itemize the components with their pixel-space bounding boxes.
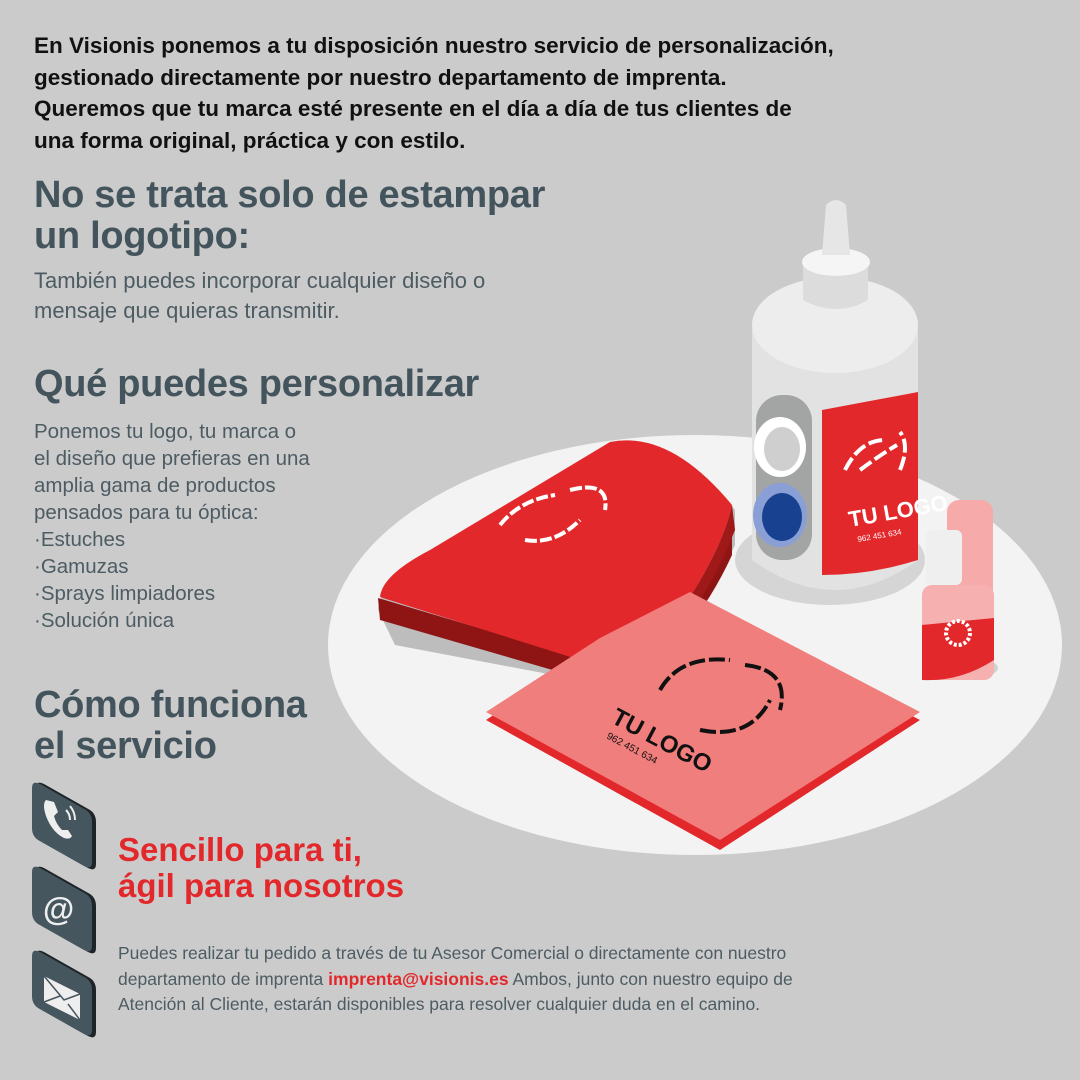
slogan-line: Sencillo para ti, bbox=[118, 831, 362, 868]
text-line: pensados para tu óptica: bbox=[34, 501, 259, 524]
product-list-item: ·Estuches bbox=[34, 528, 126, 551]
intro-line: En Visionis ponemos a tu disposición nue… bbox=[34, 33, 834, 58]
at-sign-icon: @ bbox=[32, 866, 96, 954]
contact-text: Puedes realizar tu pedido a través de tu… bbox=[118, 943, 787, 989]
intro-line: gestionado directamente por nuestro depa… bbox=[34, 64, 727, 90]
text-line: También puedes incorporar cualquier dise… bbox=[34, 268, 486, 293]
svg-text:@: @ bbox=[43, 891, 74, 927]
envelope-icon bbox=[32, 950, 96, 1038]
cleaning-spray bbox=[922, 500, 998, 681]
slogan: Sencillo para ti, ágil para nosotros bbox=[118, 832, 404, 904]
title-line: No se trata solo de estampar bbox=[34, 174, 546, 216]
text-line: mensaje que quieras transmitir. bbox=[34, 298, 340, 323]
intro-paragraph: En Visionis ponemos a tu disposición nue… bbox=[34, 30, 1054, 156]
custom-section-title: Qué puedes personalizar bbox=[34, 363, 480, 405]
text-line: amplia gama de productos bbox=[34, 474, 276, 497]
text-line: el diseño que prefieras en una bbox=[34, 447, 310, 470]
phone-icon bbox=[32, 782, 96, 870]
solution-bottle: TU LOGO 962 451 634 bbox=[735, 200, 950, 605]
product-list-item: ·Solución única bbox=[34, 609, 175, 632]
slogan-line: ágil para nosotros bbox=[118, 867, 405, 904]
logo-section-text: También puedes incorporar cualquier dise… bbox=[34, 266, 634, 326]
email-link[interactable]: imprenta@visionis.es bbox=[328, 968, 509, 989]
intro-line: Queremos que tu marca esté presente en e… bbox=[34, 96, 792, 121]
title-line: un logotipo: bbox=[34, 215, 250, 257]
product-list-item: ·Gamuzas bbox=[34, 555, 129, 578]
custom-section-text: Ponemos tu logo, tu marca o el diseño qu… bbox=[34, 418, 414, 634]
intro-line: una forma original, práctica y con estil… bbox=[34, 127, 466, 153]
contact-paragraph: Puedes realizar tu pedido a través de tu… bbox=[118, 941, 858, 1018]
contact-text: Ambos, junto con nuestro equipo de Atenc… bbox=[118, 968, 793, 1015]
product-list-item: ·Sprays limpiadores bbox=[34, 582, 216, 605]
title-line: Cómo funciona bbox=[34, 684, 307, 726]
how-section-title: Cómo funciona el servicio bbox=[34, 685, 307, 767]
cleaning-cloth: TU LOGO 962 451 634 bbox=[486, 592, 920, 850]
text-line: Ponemos tu logo, tu marca o bbox=[34, 420, 297, 443]
logo-section-title: No se trata solo de estampar un logotipo… bbox=[34, 175, 545, 257]
title-line: el servicio bbox=[34, 725, 217, 767]
